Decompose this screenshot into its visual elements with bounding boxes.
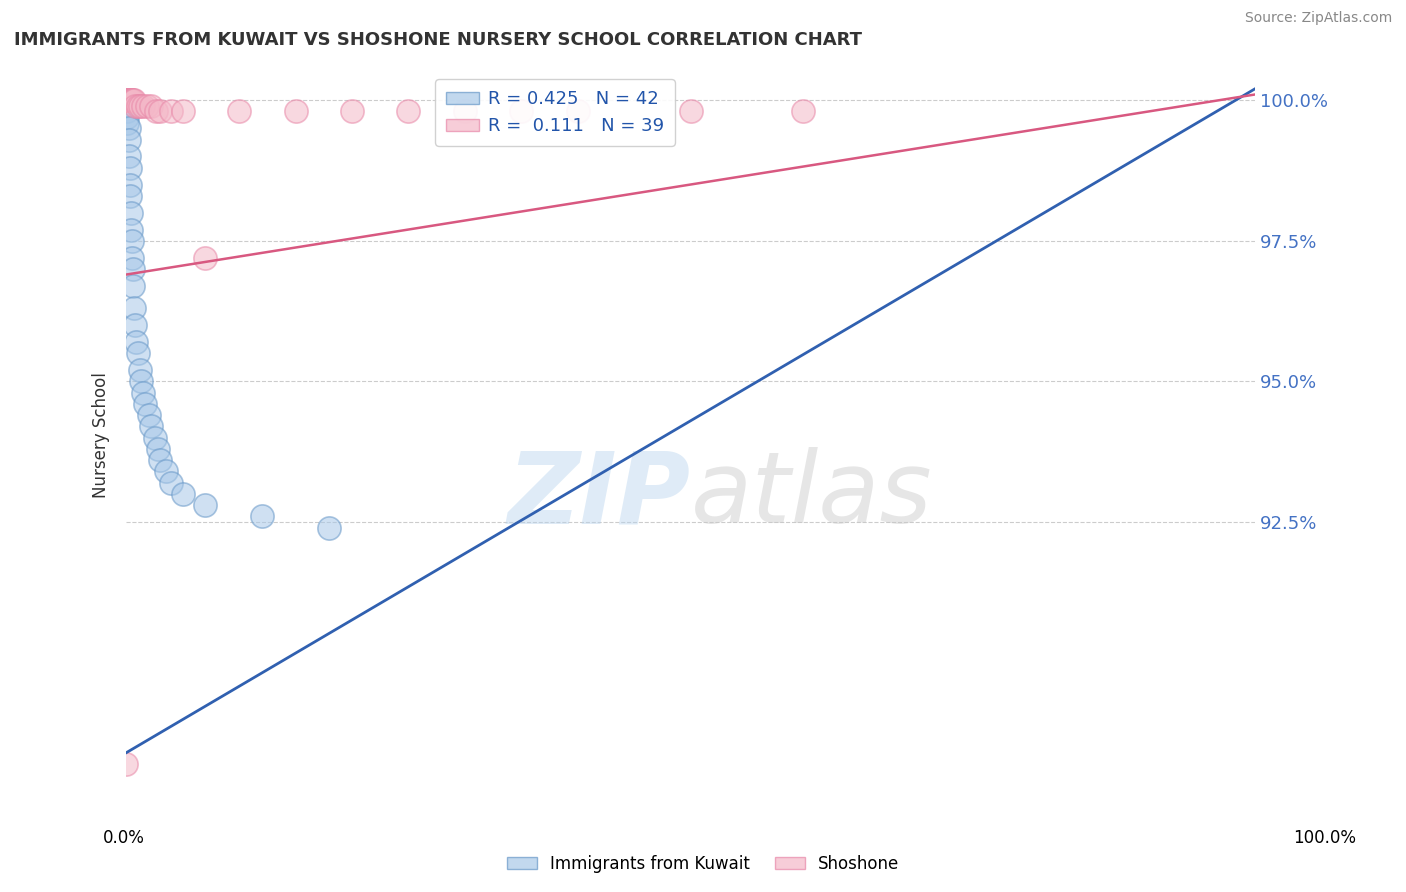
Point	[155, 464, 177, 478]
Text: Source: ZipAtlas.com: Source: ZipAtlas.com	[1244, 12, 1392, 25]
Point	[118, 178, 141, 192]
Point	[567, 104, 589, 119]
Point	[121, 251, 143, 265]
Point	[118, 93, 141, 107]
Point	[454, 104, 477, 119]
Point	[125, 334, 148, 349]
Point	[146, 442, 169, 456]
Text: 100.0%: 100.0%	[1294, 829, 1355, 847]
Point	[318, 521, 340, 535]
Point	[398, 104, 420, 119]
Point	[115, 93, 138, 107]
Y-axis label: Nursery School: Nursery School	[93, 372, 110, 498]
Point	[145, 104, 167, 119]
Point	[340, 104, 363, 119]
Point	[115, 93, 138, 107]
Point	[679, 104, 702, 119]
Point	[117, 132, 139, 146]
Point	[510, 104, 533, 119]
Point	[194, 498, 217, 512]
Point	[132, 385, 155, 400]
Point	[118, 188, 141, 202]
Point	[115, 93, 138, 107]
Point	[160, 475, 183, 490]
Point	[149, 104, 172, 119]
Point	[149, 453, 172, 467]
Point	[135, 99, 157, 113]
Point	[139, 419, 162, 434]
Point	[117, 93, 139, 107]
Point	[134, 397, 156, 411]
Point	[122, 93, 145, 107]
Point	[129, 375, 152, 389]
Text: atlas: atlas	[690, 447, 932, 544]
Point	[118, 161, 141, 175]
Point	[115, 93, 138, 107]
Point	[115, 756, 138, 771]
Point	[124, 318, 146, 333]
Point	[228, 104, 250, 119]
Point	[122, 93, 145, 107]
Point	[117, 93, 139, 107]
Point	[117, 93, 139, 107]
Point	[128, 99, 150, 113]
Point	[122, 278, 145, 293]
Point	[120, 93, 142, 107]
Point	[121, 234, 143, 248]
Point	[139, 99, 162, 113]
Point	[115, 93, 138, 107]
Text: IMMIGRANTS FROM KUWAIT VS SHOSHONE NURSERY SCHOOL CORRELATION CHART: IMMIGRANTS FROM KUWAIT VS SHOSHONE NURSE…	[14, 31, 862, 49]
Point	[117, 110, 139, 124]
Point	[115, 93, 138, 107]
Point	[120, 93, 142, 107]
Legend: R = 0.425   N = 42, R =  0.111   N = 39: R = 0.425 N = 42, R = 0.111 N = 39	[436, 79, 675, 146]
Point	[117, 104, 139, 119]
Point	[117, 149, 139, 163]
Point	[124, 99, 146, 113]
Point	[117, 93, 139, 107]
Text: 0.0%: 0.0%	[103, 829, 145, 847]
Point	[115, 93, 138, 107]
Point	[122, 261, 145, 276]
Point	[172, 487, 194, 501]
Point	[115, 93, 138, 107]
Point	[792, 104, 814, 119]
Legend: Immigrants from Kuwait, Shoshone: Immigrants from Kuwait, Shoshone	[501, 848, 905, 880]
Point	[115, 93, 138, 107]
Point	[132, 99, 155, 113]
Point	[115, 93, 138, 107]
Point	[115, 93, 138, 107]
Point	[128, 363, 150, 377]
Text: ZIP: ZIP	[508, 447, 690, 544]
Point	[172, 104, 194, 119]
Point	[118, 93, 141, 107]
Point	[143, 431, 166, 445]
Point	[121, 93, 143, 107]
Point	[138, 408, 160, 422]
Point	[117, 115, 139, 129]
Point	[284, 104, 307, 119]
Point	[194, 251, 217, 265]
Point	[115, 93, 138, 107]
Point	[127, 99, 149, 113]
Point	[120, 205, 142, 219]
Point	[117, 121, 139, 136]
Point	[115, 93, 138, 107]
Point	[115, 99, 138, 113]
Point	[127, 346, 149, 360]
Point	[122, 301, 145, 316]
Point	[160, 104, 183, 119]
Point	[117, 93, 139, 107]
Point	[120, 222, 142, 236]
Point	[250, 509, 273, 524]
